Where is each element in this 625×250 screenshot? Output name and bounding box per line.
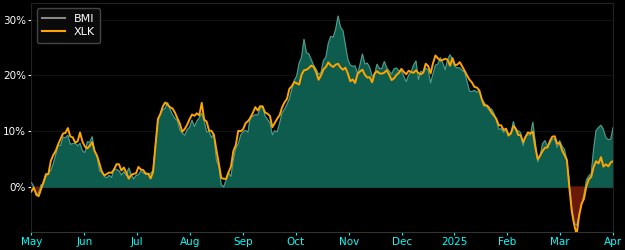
Legend: BMI, XLK: BMI, XLK bbox=[37, 8, 100, 43]
